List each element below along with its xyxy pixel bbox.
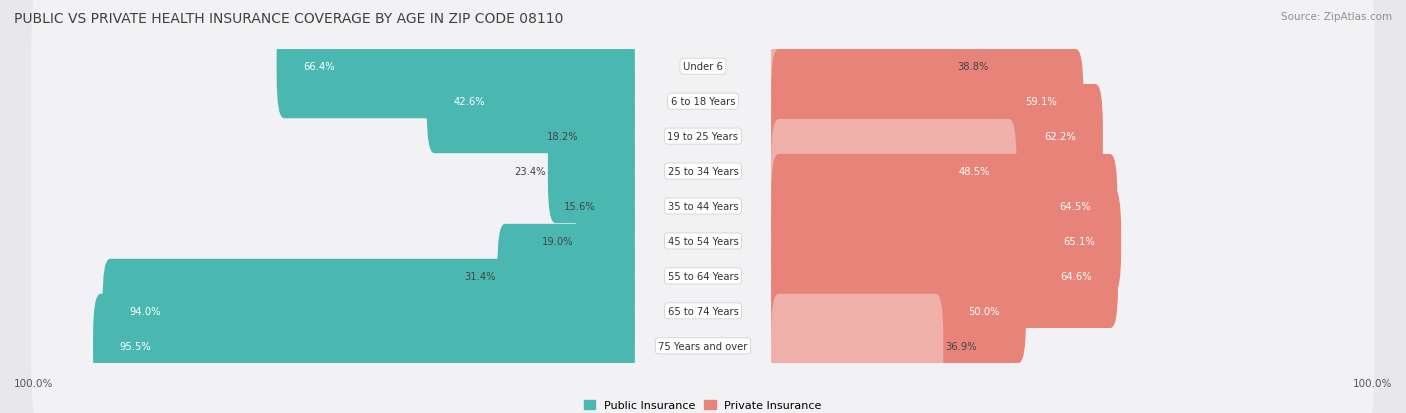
Text: 45 to 54 Years: 45 to 54 Years (668, 236, 738, 247)
Text: 66.4%: 66.4% (304, 62, 335, 72)
FancyBboxPatch shape (770, 85, 1102, 189)
Text: 19 to 25 Years: 19 to 25 Years (668, 132, 738, 142)
FancyBboxPatch shape (770, 15, 955, 119)
Text: 75 Years and over: 75 Years and over (658, 341, 748, 351)
FancyBboxPatch shape (31, 0, 1375, 169)
FancyBboxPatch shape (31, 0, 1375, 204)
Text: 42.6%: 42.6% (453, 97, 485, 107)
FancyBboxPatch shape (31, 139, 1375, 344)
FancyBboxPatch shape (31, 34, 1375, 239)
FancyBboxPatch shape (93, 294, 636, 398)
Text: 38.8%: 38.8% (957, 62, 988, 72)
Text: 25 to 34 Years: 25 to 34 Years (668, 166, 738, 177)
Text: 64.6%: 64.6% (1060, 271, 1091, 281)
FancyBboxPatch shape (770, 154, 1118, 259)
FancyBboxPatch shape (598, 154, 636, 259)
Text: 15.6%: 15.6% (564, 202, 595, 211)
Text: 35 to 44 Years: 35 to 44 Years (668, 202, 738, 211)
Text: 55 to 64 Years: 55 to 64 Years (668, 271, 738, 281)
FancyBboxPatch shape (581, 85, 636, 189)
FancyBboxPatch shape (575, 190, 636, 293)
Text: 48.5%: 48.5% (959, 166, 990, 177)
FancyBboxPatch shape (548, 120, 636, 223)
Text: 6 to 18 Years: 6 to 18 Years (671, 97, 735, 107)
Text: 59.1%: 59.1% (1025, 97, 1057, 107)
Text: 23.4%: 23.4% (515, 166, 546, 177)
Text: 100.0%: 100.0% (14, 378, 53, 388)
FancyBboxPatch shape (498, 224, 636, 328)
FancyBboxPatch shape (770, 224, 1118, 328)
Text: Under 6: Under 6 (683, 62, 723, 72)
FancyBboxPatch shape (31, 104, 1375, 309)
Text: 64.5%: 64.5% (1059, 202, 1091, 211)
FancyBboxPatch shape (31, 174, 1375, 379)
Text: 31.4%: 31.4% (464, 271, 495, 281)
FancyBboxPatch shape (277, 15, 636, 119)
Text: 50.0%: 50.0% (967, 306, 1000, 316)
Text: 36.9%: 36.9% (945, 341, 977, 351)
FancyBboxPatch shape (770, 294, 943, 398)
Text: 65 to 74 Years: 65 to 74 Years (668, 306, 738, 316)
Text: Source: ZipAtlas.com: Source: ZipAtlas.com (1281, 12, 1392, 22)
FancyBboxPatch shape (103, 259, 636, 363)
FancyBboxPatch shape (427, 50, 636, 154)
FancyBboxPatch shape (770, 259, 1026, 363)
FancyBboxPatch shape (31, 209, 1375, 413)
Text: 19.0%: 19.0% (543, 236, 574, 247)
Text: 65.1%: 65.1% (1063, 236, 1095, 247)
Text: 18.2%: 18.2% (547, 132, 579, 142)
Text: PUBLIC VS PRIVATE HEALTH INSURANCE COVERAGE BY AGE IN ZIP CODE 08110: PUBLIC VS PRIVATE HEALTH INSURANCE COVER… (14, 12, 564, 26)
FancyBboxPatch shape (770, 120, 1017, 223)
FancyBboxPatch shape (770, 50, 1084, 154)
Legend: Public Insurance, Private Insurance: Public Insurance, Private Insurance (579, 395, 827, 413)
FancyBboxPatch shape (31, 69, 1375, 274)
Text: 100.0%: 100.0% (1353, 378, 1392, 388)
Text: 94.0%: 94.0% (129, 306, 160, 316)
FancyBboxPatch shape (770, 190, 1121, 293)
Text: 62.2%: 62.2% (1045, 132, 1077, 142)
FancyBboxPatch shape (31, 244, 1375, 413)
Text: 95.5%: 95.5% (120, 341, 152, 351)
